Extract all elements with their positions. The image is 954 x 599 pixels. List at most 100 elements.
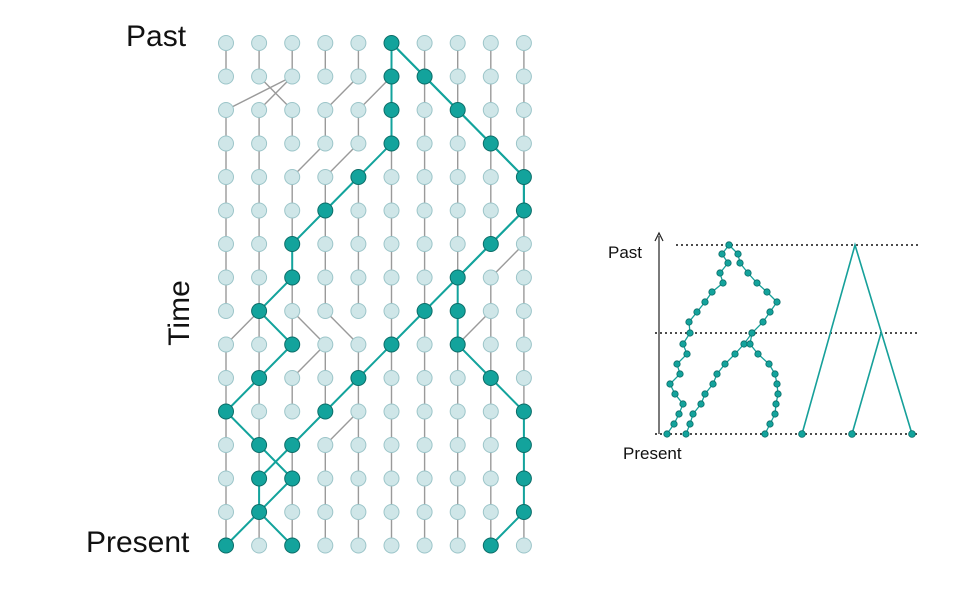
inset-lineage-node bbox=[663, 430, 671, 438]
grid-node bbox=[317, 370, 334, 386]
inset-lineage-node bbox=[701, 298, 709, 306]
grid-node bbox=[482, 470, 499, 487]
grid-node bbox=[317, 537, 334, 554]
inset-lineage-node bbox=[693, 308, 701, 316]
lineage-node bbox=[284, 236, 301, 252]
grid-node bbox=[350, 35, 367, 51]
inset-lineage-node bbox=[682, 430, 690, 438]
inset-lineage-node bbox=[753, 279, 761, 287]
tree-leaf-node bbox=[798, 430, 806, 438]
grid-node bbox=[317, 470, 334, 487]
inset-past-label: Past bbox=[608, 243, 643, 262]
grid-node bbox=[251, 202, 268, 219]
tree-leaf-node bbox=[848, 430, 856, 438]
grid-node bbox=[317, 236, 334, 252]
lineage-node bbox=[218, 403, 234, 420]
lineage-node bbox=[317, 202, 334, 219]
inset-lineage-node bbox=[683, 350, 691, 358]
grid-node bbox=[383, 403, 400, 420]
inset-lineage-node bbox=[748, 329, 756, 337]
grid-node bbox=[449, 437, 466, 453]
inset-lineage-node bbox=[679, 340, 687, 348]
inset-lineage-node bbox=[724, 259, 732, 267]
inset-lineage-node bbox=[773, 380, 781, 388]
past-label: Past bbox=[126, 20, 187, 53]
grid-edge bbox=[225, 75, 293, 111]
lineage-node bbox=[251, 370, 268, 386]
grid-node bbox=[515, 269, 532, 286]
grid-node bbox=[515, 303, 532, 319]
inset-lineage-node bbox=[765, 360, 773, 368]
grid-node bbox=[317, 303, 334, 319]
inset-lineage-node bbox=[673, 360, 681, 368]
grid-node bbox=[383, 370, 400, 386]
grid-node bbox=[449, 470, 466, 487]
grid-node bbox=[515, 68, 532, 85]
inset-lineage-node bbox=[774, 390, 782, 398]
lineage-node bbox=[416, 303, 433, 319]
inset-lineage-node bbox=[772, 400, 780, 408]
inset-lineage-node bbox=[718, 250, 726, 258]
inset-lineage-node bbox=[686, 329, 694, 337]
grid-node bbox=[350, 403, 367, 420]
grid-node bbox=[416, 370, 433, 386]
inset-lineage-node bbox=[716, 269, 724, 277]
grid-node bbox=[383, 303, 400, 319]
lineage-node bbox=[251, 437, 268, 453]
grid-node bbox=[218, 336, 234, 353]
grid-node bbox=[284, 35, 301, 51]
grid-node bbox=[383, 437, 400, 453]
inset-lineage-node bbox=[709, 380, 717, 388]
lineage-node bbox=[449, 303, 466, 319]
grid-node bbox=[383, 202, 400, 219]
grid-node bbox=[317, 68, 334, 85]
grid-node bbox=[416, 470, 433, 487]
grid-node bbox=[449, 504, 466, 520]
grid-node bbox=[449, 537, 466, 554]
grid-node bbox=[482, 403, 499, 420]
inset-lineage-node bbox=[670, 420, 678, 428]
grid-node bbox=[515, 537, 532, 554]
tree-leaf-node bbox=[908, 430, 916, 438]
lineage-node bbox=[515, 169, 532, 185]
grid-node bbox=[317, 135, 334, 152]
grid-node bbox=[251, 403, 268, 420]
wright-fisher-grid bbox=[218, 35, 532, 554]
grid-node bbox=[218, 504, 234, 520]
inset-lineage-node bbox=[761, 430, 769, 438]
grid-node bbox=[482, 437, 499, 453]
grid-node bbox=[515, 35, 532, 51]
grid-node bbox=[416, 35, 433, 51]
lineage-path bbox=[224, 43, 393, 547]
inset-lineage-node bbox=[771, 370, 779, 378]
grid-node bbox=[251, 68, 268, 85]
grid-node bbox=[416, 135, 433, 152]
lineage-node bbox=[251, 504, 268, 520]
grid-node bbox=[416, 336, 433, 353]
lineage-node bbox=[350, 169, 367, 185]
lineage-node bbox=[251, 470, 268, 487]
lineage-node bbox=[284, 470, 301, 487]
inset-lineage-node bbox=[731, 350, 739, 358]
inset-lineage-node bbox=[725, 241, 733, 249]
grid-node bbox=[515, 370, 532, 386]
grid-node bbox=[218, 236, 234, 252]
highlighted-lineages bbox=[224, 42, 525, 547]
grid-node bbox=[218, 269, 234, 286]
grid-node bbox=[218, 303, 234, 319]
grid-node bbox=[218, 437, 234, 453]
grid-node bbox=[482, 202, 499, 219]
grid-node bbox=[251, 236, 268, 252]
grid-node bbox=[284, 102, 301, 118]
grid-node bbox=[449, 35, 466, 51]
inset-lineage-node bbox=[763, 288, 771, 296]
lineage-node bbox=[218, 537, 234, 554]
tree-outer-branches bbox=[801, 242, 913, 435]
lineage-node bbox=[515, 202, 532, 219]
inset-lineage-node bbox=[701, 390, 709, 398]
coalescent-tree bbox=[798, 242, 916, 438]
lineage-node bbox=[317, 403, 334, 420]
grid-node bbox=[515, 236, 532, 252]
grid-node bbox=[515, 102, 532, 118]
inset-lineage-node bbox=[676, 370, 684, 378]
